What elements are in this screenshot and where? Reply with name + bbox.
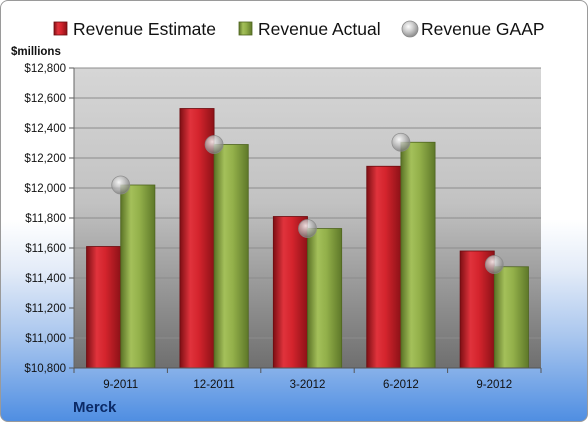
x-tick-label: 9-2011: [103, 379, 138, 391]
unit-label: $millions: [11, 46, 61, 58]
gaap-marker-9-2011: [111, 175, 131, 195]
legend-label: Revenue GAAP: [421, 19, 545, 39]
y-tick-label: $12,600: [24, 93, 66, 105]
company-name: Merck: [73, 399, 117, 416]
y-tick-label: $12,200: [24, 153, 66, 165]
gaap-marker-12-2011: [204, 135, 224, 154]
bar-estimate-9-2011: [86, 246, 122, 369]
gaap-marker-6-2012: [391, 132, 411, 152]
x-tick-label: 3-2012: [290, 379, 326, 391]
y-tick-label: $12,400: [24, 123, 66, 135]
gaap-marker-3-2012: [298, 219, 317, 238]
legend-swatch-gaap: [401, 20, 419, 38]
bar-estimate-3-2012: [272, 216, 308, 369]
bar-actual-3-2012: [307, 228, 343, 369]
x-tick-label: 6-2012: [383, 379, 419, 391]
y-tick-label: $11,000: [25, 333, 66, 345]
y-tick-label: $11,400: [25, 273, 66, 285]
gaap-markers: [111, 132, 504, 274]
bar-actual-9-2012: [493, 266, 529, 369]
y-tick-label: $11,200: [25, 303, 66, 315]
bar-estimate-6-2012: [366, 165, 402, 369]
y-tick-label: $12,000: [24, 183, 66, 195]
y-tick-label: $11,600: [25, 243, 66, 255]
x-tick-label: 12-2011: [193, 379, 234, 391]
x-tick-label: 9-2012: [476, 379, 512, 391]
bar-actual-6-2012: [400, 141, 436, 369]
y-axis: $10,800 $11,000 $11,200 $11,400 $11,600 $11,8…: [24, 63, 75, 375]
bar-actual-9-2011: [120, 184, 156, 369]
y-tick-label: $11,800: [25, 213, 66, 225]
y-tick-label: $12,800: [24, 63, 66, 75]
y-tick-label: $10,800: [24, 363, 66, 375]
legend-swatch-actual: [238, 21, 253, 36]
legend-label: Revenue Actual: [258, 19, 381, 39]
bar-actual-12-2011: [213, 144, 249, 369]
legend: Revenue Estimate Revenue Actual Revenue GA…: [53, 19, 545, 39]
legend-swatch-estimate: [53, 21, 68, 36]
gaap-marker-9-2012: [484, 255, 504, 274]
x-axis: 9-2011 12-2011 3-2012 6-2012 9-2012: [73, 367, 542, 391]
legend-label: Revenue Estimate: [73, 19, 216, 39]
